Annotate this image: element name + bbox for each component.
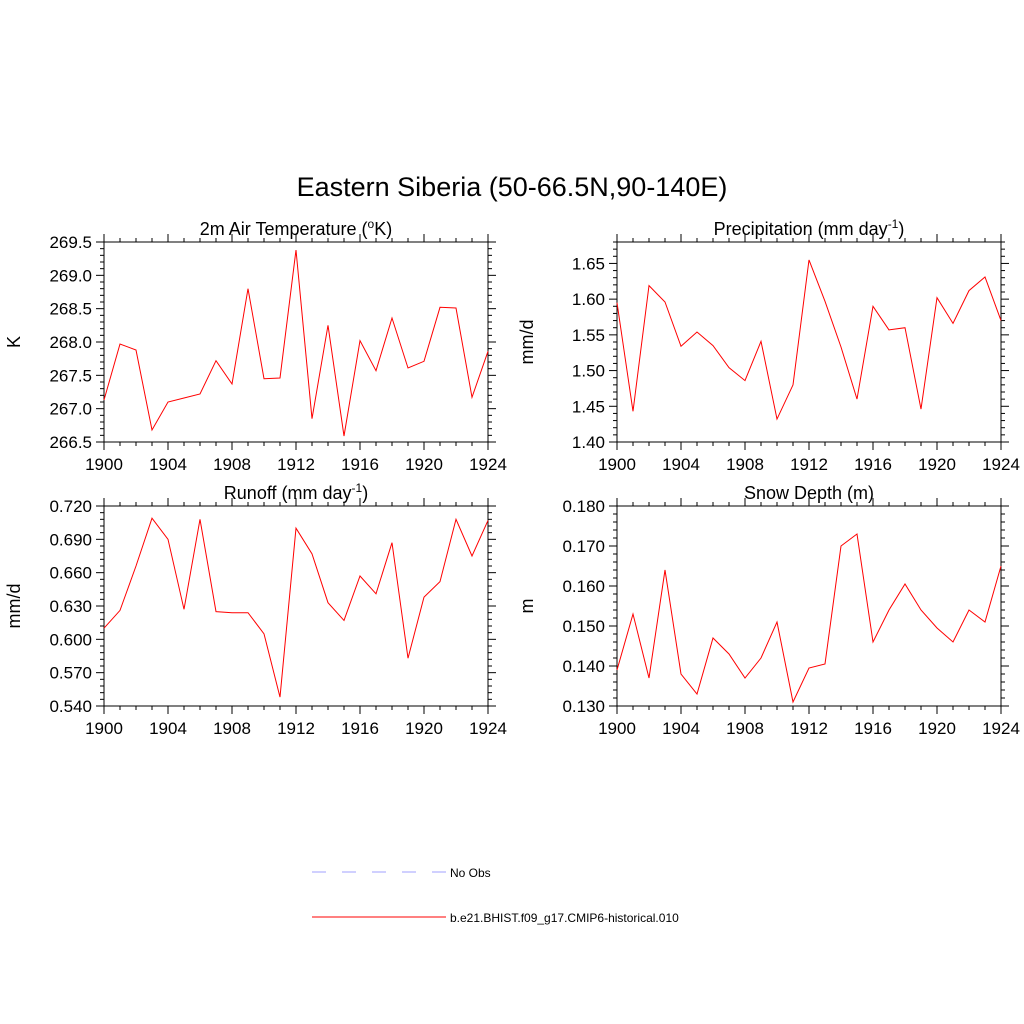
x-tick-label: 1912	[277, 455, 315, 474]
y-tick-label: 0.660	[49, 564, 92, 583]
x-tick-label: 1900	[598, 455, 636, 474]
y-tick-label: 267.5	[49, 366, 92, 385]
panel-temperature: 1900 1904 1908 1912 1916 1920 1924 266.5 267.0 26…	[4, 217, 507, 474]
panels: 1900 1904 1908 1912 1916 1920 1924 266.5 267.0 26…	[4, 217, 1020, 738]
x-tick-label: 1912	[790, 719, 828, 738]
y-tick-label: 268.0	[49, 333, 92, 352]
y-tick-label: 0.160	[562, 577, 605, 596]
series-line-model	[103, 249, 489, 437]
x-tick-label: 1924	[469, 455, 507, 474]
y-tick-label: 0.570	[49, 664, 92, 683]
figure-title: Eastern Siberia (50-66.5N,90-140E)	[297, 172, 728, 202]
y-tick-label: 1.55	[572, 326, 605, 345]
y-tick-label: 0.720	[49, 497, 92, 516]
y-tick-label: 267.0	[49, 400, 92, 419]
panel-title-superscript: o	[368, 217, 375, 231]
panel-title-main: Precipitation (mm day	[714, 219, 888, 239]
panel-title: 2m Air Temperature (oK)	[200, 217, 392, 239]
x-tick-label: 1904	[662, 455, 700, 474]
x-tick-label: 1908	[213, 455, 251, 474]
x-tick-label: 1908	[213, 719, 251, 738]
y-tick-label: 266.5	[49, 433, 92, 452]
panel-snow-depth: 1900 1904 1908 1912 1916 1920 1924 0.130 0.140 0.…	[517, 483, 1020, 738]
panel-precipitation: 1900 1904 1908 1912 1916 1920 1924 1.40 1.45 1.50…	[517, 217, 1020, 474]
x-tick-label: 1912	[277, 719, 315, 738]
y-axis-label: mm/d	[517, 320, 537, 365]
y-axis-label: K	[4, 336, 24, 348]
x-tick-label: 1916	[341, 455, 379, 474]
x-tick-label: 1920	[918, 455, 956, 474]
y-tick-label: 0.540	[49, 697, 92, 716]
panel-title-end: )	[898, 219, 904, 239]
series-line-model	[616, 259, 1002, 421]
x-tick-label: 1916	[341, 719, 379, 738]
x-tick-label: 1904	[149, 719, 187, 738]
y-tick-label: 1.65	[572, 254, 605, 273]
y-tick-label: 0.130	[562, 697, 605, 716]
x-tick-label: 1900	[85, 455, 123, 474]
panel-title-superscript: -1	[888, 217, 899, 231]
plot-frame	[103, 241, 489, 443]
panel-title: Precipitation (mm day-1)	[714, 217, 905, 239]
y-tick-label: 0.600	[49, 630, 92, 649]
x-tick-label: 1920	[405, 455, 443, 474]
x-tick-label: 1920	[405, 719, 443, 738]
x-tick-label: 1904	[662, 719, 700, 738]
y-tick-label: 0.140	[562, 657, 605, 676]
y-tick-label: 268.5	[49, 300, 92, 319]
y-tick-label: 0.170	[562, 537, 605, 556]
x-tick-label: 1900	[598, 719, 636, 738]
panel-title-end: K)	[374, 219, 392, 239]
y-axis-label: mm/d	[4, 584, 24, 629]
y-tick-label: 0.180	[562, 497, 605, 516]
panel-runoff: 1900 1904 1908 1912 1916 1920 1924 0.540 0.570 0.…	[4, 481, 507, 738]
x-tick-label: 1904	[149, 455, 187, 474]
plot-frame	[616, 241, 1002, 443]
panel-title: Snow Depth (m)	[744, 483, 874, 503]
legend: No Obs b.e21.BHIST.f09_g17.CMIP6-historic…	[312, 866, 679, 925]
x-tick-label: 1912	[790, 455, 828, 474]
legend-label-1: b.e21.BHIST.f09_g17.CMIP6-historical.010	[450, 911, 679, 925]
y-tick-label: 0.690	[49, 530, 92, 549]
x-tick-label: 1908	[726, 719, 764, 738]
x-tick-label: 1916	[854, 719, 892, 738]
series-line-model	[103, 517, 489, 698]
y-tick-label: 269.0	[49, 266, 92, 285]
legend-label-0: No Obs	[450, 866, 491, 880]
plot-frame	[616, 505, 1002, 707]
y-tick-label: 1.50	[572, 362, 605, 381]
panel-title-superscript: -1	[352, 481, 363, 495]
plot-frame	[103, 505, 489, 707]
y-tick-label: 1.60	[572, 290, 605, 309]
panel-title-main: 2m Air Temperature (	[200, 219, 368, 239]
panel-title-main: Runoff (mm day	[224, 483, 352, 503]
y-tick-label: 1.40	[572, 433, 605, 452]
y-tick-label: 0.150	[562, 617, 605, 636]
x-tick-label: 1920	[918, 719, 956, 738]
y-tick-label: 1.45	[572, 397, 605, 416]
x-tick-label: 1924	[469, 719, 507, 738]
y-tick-label: 269.5	[49, 233, 92, 252]
x-tick-label: 1916	[854, 455, 892, 474]
series-line-model	[616, 533, 1002, 704]
y-axis-label: m	[517, 599, 537, 614]
panel-title: Runoff (mm day-1)	[224, 481, 368, 503]
x-tick-label: 1924	[982, 455, 1020, 474]
x-tick-label: 1900	[85, 719, 123, 738]
panel-title-end: )	[362, 483, 368, 503]
y-tick-label: 0.630	[49, 597, 92, 616]
x-tick-label: 1908	[726, 455, 764, 474]
panel-title-main: Snow Depth (m)	[744, 483, 874, 503]
x-tick-label: 1924	[982, 719, 1020, 738]
